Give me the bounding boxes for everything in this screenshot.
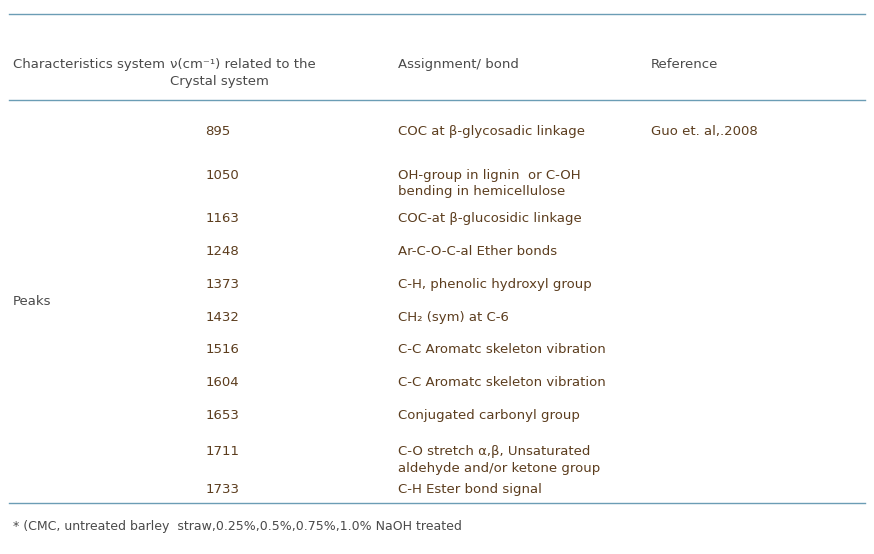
Text: C-O stretch α,β, Unsaturated
aldehyde and/or ketone group: C-O stretch α,β, Unsaturated aldehyde an… xyxy=(398,445,600,475)
Text: OH-group in lignin  or C-OH
bending in hemicellulose: OH-group in lignin or C-OH bending in he… xyxy=(398,169,580,198)
Text: C-H Ester bond signal: C-H Ester bond signal xyxy=(398,483,542,496)
Text: 1653: 1653 xyxy=(205,409,239,422)
Text: Guo et. al,.2008: Guo et. al,.2008 xyxy=(651,125,758,137)
Text: 1516: 1516 xyxy=(205,343,239,356)
Text: Ar-C-O-C-al Ether bonds: Ar-C-O-C-al Ether bonds xyxy=(398,245,557,258)
Text: COC at β-glycosadic linkage: COC at β-glycosadic linkage xyxy=(398,125,585,137)
Text: 1248: 1248 xyxy=(205,245,239,258)
Text: ν(cm⁻¹) related to the
Crystal system: ν(cm⁻¹) related to the Crystal system xyxy=(170,58,316,88)
Text: 1163: 1163 xyxy=(205,212,239,224)
Text: Peaks: Peaks xyxy=(13,295,52,309)
Text: 1733: 1733 xyxy=(205,483,239,496)
Text: 1604: 1604 xyxy=(205,376,239,389)
Text: 895: 895 xyxy=(205,125,231,137)
Text: Conjugated carbonyl group: Conjugated carbonyl group xyxy=(398,409,579,422)
Text: C-C Aromatc skeleton vibration: C-C Aromatc skeleton vibration xyxy=(398,376,606,389)
Text: 1050: 1050 xyxy=(205,169,239,182)
Text: 1711: 1711 xyxy=(205,445,239,458)
Text: Reference: Reference xyxy=(651,58,718,71)
Text: CH₂ (sym) at C-6: CH₂ (sym) at C-6 xyxy=(398,311,509,324)
Text: * (CMC, untreated barley  straw,0.25%,0.5%,0.75%,1.0% NaOH treated: * (CMC, untreated barley straw,0.25%,0.5… xyxy=(13,520,462,532)
Text: COC-at β-glucosidic linkage: COC-at β-glucosidic linkage xyxy=(398,212,581,224)
Text: Characteristics system: Characteristics system xyxy=(13,58,165,71)
Text: 1373: 1373 xyxy=(205,278,239,290)
Text: C-C Aromatc skeleton vibration: C-C Aromatc skeleton vibration xyxy=(398,343,606,356)
Text: C-H, phenolic hydroxyl group: C-H, phenolic hydroxyl group xyxy=(398,278,592,290)
Text: Assignment/ bond: Assignment/ bond xyxy=(398,58,518,71)
Text: 1432: 1432 xyxy=(205,311,239,324)
